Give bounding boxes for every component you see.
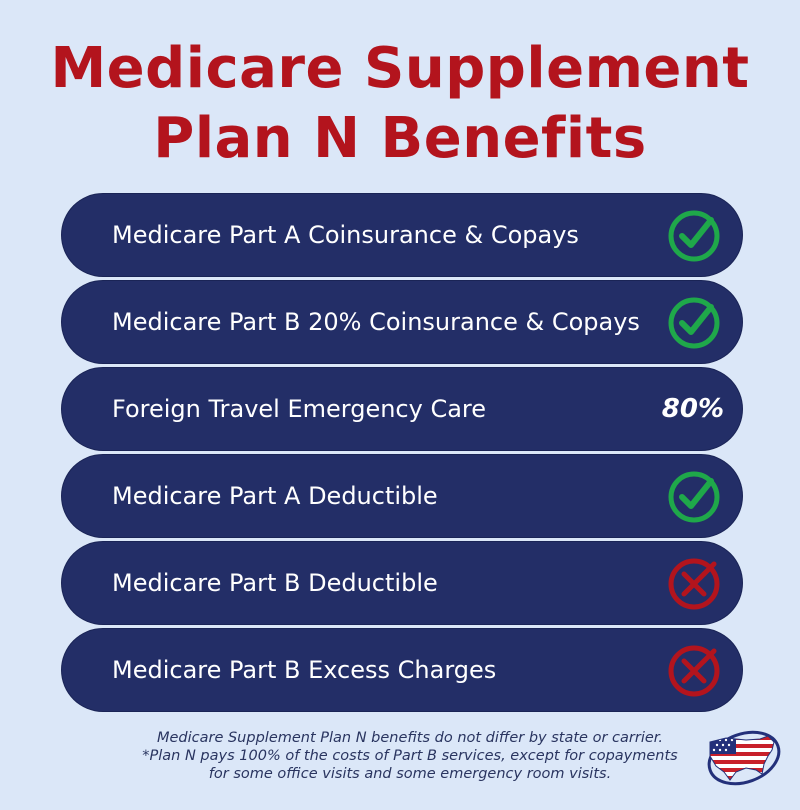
benefit-row-part-a-coinsurance: Medicare Part A Coinsurance & Copays [62, 194, 742, 276]
green-check-circle-icon [666, 469, 722, 525]
footnote-line-1: Medicare Supplement Plan N benefits do n… [156, 730, 664, 746]
benefit-label: Foreign Travel Emergency Care [112, 395, 487, 423]
benefits-list: Medicare Part A Coinsurance & Copays Med… [62, 194, 742, 716]
benefit-label: Medicare Part A Coinsurance & Copays [112, 221, 579, 249]
benefit-row-part-b-excess: Medicare Part B Excess Charges [62, 629, 742, 711]
footnote-line-2: *Plan N pays 100% of the costs of Part B… [142, 748, 678, 764]
footnote-line-3: for some office visits and some emergenc… [208, 766, 612, 782]
red-x-circle-icon [666, 643, 722, 699]
green-check-circle-icon [666, 295, 722, 351]
us-flag-map-logo-icon [702, 726, 784, 786]
coverage-percent: 80% [661, 394, 724, 424]
green-check-circle-icon [666, 208, 722, 264]
benefit-row-part-b-deductible: Medicare Part B Deductible [62, 542, 742, 624]
title-line-2: Plan N Benefits [153, 106, 647, 171]
benefit-label: Medicare Part A Deductible [112, 482, 438, 510]
benefit-label: Medicare Part B Deductible [112, 569, 438, 597]
benefit-label: Medicare Part B Excess Charges [112, 656, 497, 684]
benefit-label: Medicare Part B 20% Coinsurance & Copays [112, 308, 640, 336]
benefit-row-foreign-travel: Foreign Travel Emergency Care 80% [62, 368, 742, 450]
benefit-row-part-a-deductible: Medicare Part A Deductible [62, 455, 742, 537]
benefit-row-part-b-coinsurance: Medicare Part B 20% Coinsurance & Copays [62, 281, 742, 363]
page-title: Medicare Supplement Plan N Benefits [0, 34, 800, 174]
footnote: Medicare Supplement Plan N benefits do n… [110, 729, 710, 783]
title-line-1: Medicare Supplement [50, 36, 750, 101]
red-x-circle-icon [666, 556, 722, 612]
